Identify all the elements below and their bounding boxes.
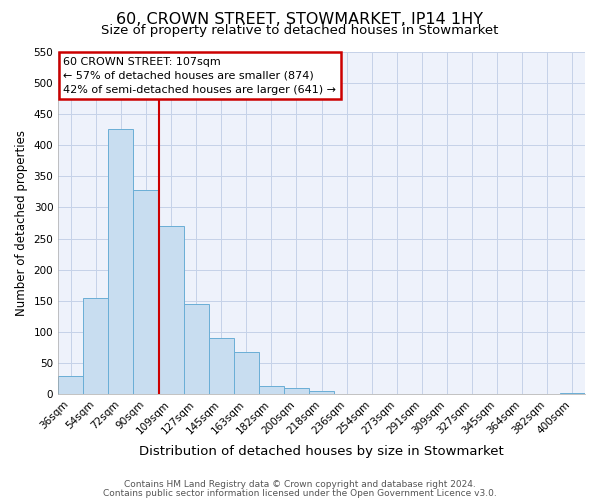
- Text: Size of property relative to detached houses in Stowmarket: Size of property relative to detached ho…: [101, 24, 499, 37]
- Y-axis label: Number of detached properties: Number of detached properties: [15, 130, 28, 316]
- Bar: [109, 130, 133, 394]
- Bar: [158, 226, 184, 394]
- Bar: [284, 388, 309, 394]
- Text: Contains HM Land Registry data © Crown copyright and database right 2024.: Contains HM Land Registry data © Crown c…: [124, 480, 476, 489]
- Bar: [58, 376, 83, 394]
- Bar: [234, 352, 259, 395]
- Bar: [133, 190, 158, 394]
- Bar: [560, 392, 585, 394]
- Text: 60, CROWN STREET, STOWMARKET, IP14 1HY: 60, CROWN STREET, STOWMARKET, IP14 1HY: [116, 12, 484, 28]
- Bar: [184, 304, 209, 394]
- Text: 60 CROWN STREET: 107sqm
← 57% of detached houses are smaller (874)
42% of semi-d: 60 CROWN STREET: 107sqm ← 57% of detache…: [64, 56, 337, 94]
- X-axis label: Distribution of detached houses by size in Stowmarket: Distribution of detached houses by size …: [139, 444, 504, 458]
- Bar: [209, 338, 234, 394]
- Bar: [309, 392, 334, 394]
- Text: Contains public sector information licensed under the Open Government Licence v3: Contains public sector information licen…: [103, 488, 497, 498]
- Bar: [83, 298, 109, 394]
- Bar: [259, 386, 284, 394]
